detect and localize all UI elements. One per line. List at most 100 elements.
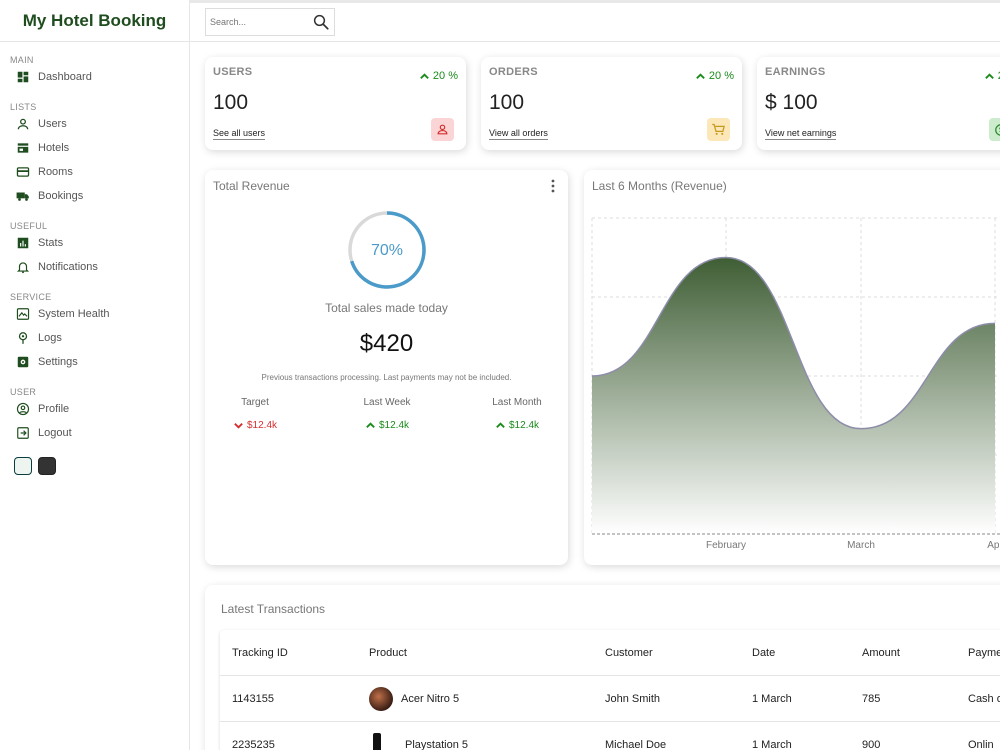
payment-cell: Onlin [968, 738, 994, 750]
transactions-table: Tracking ID Product Customer Date Amount… [220, 630, 1000, 750]
summary-last-week: Last Week $12.4k [337, 397, 437, 431]
sidebar-item-users[interactable]: Users [0, 112, 189, 136]
search-icon[interactable] [312, 13, 330, 31]
column-header[interactable]: Payme [968, 646, 1000, 659]
summary-value: $12.4k [205, 420, 305, 431]
sidebar-item-label: Dashboard [38, 71, 92, 83]
widget-percentage: 20 [984, 70, 1000, 82]
light-theme-option[interactable] [14, 457, 32, 475]
summary-last-month: Last Month $12.4k [467, 397, 567, 431]
sidebar-nav: MAIN Dashboard LISTS Users Hotels Rooms Bookin… [0, 55, 189, 445]
sidebar-item-profile[interactable]: Profile [0, 397, 189, 421]
percentage-value: 20 % [708, 70, 734, 82]
summary-value: $12.4k [337, 420, 437, 431]
sidebar-item-label: System Health [38, 308, 110, 320]
earnings-widget: EARNINGS 20 $ 100 View net earnings [757, 57, 1000, 150]
card-title: Total Revenue [213, 179, 290, 193]
customer-cell: Michael Doe [605, 738, 667, 750]
settings-icon [16, 355, 30, 369]
column-header[interactable]: Amount [862, 646, 900, 659]
search-input[interactable] [210, 17, 305, 27]
summary-label: Target [241, 397, 269, 408]
sidebar-section-title: LISTS [10, 102, 37, 112]
sidebar-item-system-health[interactable]: System Health [0, 302, 189, 326]
sidebar-item-logout[interactable]: Logout [0, 421, 189, 445]
theme-switcher [14, 457, 189, 475]
store-icon [16, 141, 30, 155]
dark-theme-option[interactable] [38, 457, 56, 475]
sidebar-item-label: Settings [38, 356, 78, 368]
table-row[interactable]: 2235235 Playstation 5 Michael Doe 1 Marc… [220, 722, 1000, 750]
arrow-down-icon [234, 423, 243, 429]
customer-cell: John Smith [605, 692, 661, 705]
chart-title: Last 6 Months (Revenue) [592, 179, 727, 193]
sidebar-item-label: Users [38, 118, 67, 130]
sidebar-item-hotels[interactable]: Hotels [0, 136, 189, 160]
sidebar-item-rooms[interactable]: Rooms [0, 160, 189, 184]
sidebar-item-dashboard[interactable]: Dashboard [0, 65, 189, 89]
credit-card-icon [16, 165, 30, 179]
sidebar-item-logs[interactable]: Logs [0, 326, 189, 350]
person-icon [16, 117, 30, 131]
column-header[interactable]: Product [369, 646, 407, 659]
table-title: Latest Transactions [221, 602, 326, 616]
summary-value: $12.4k [467, 420, 567, 431]
table-header-row: Tracking ID Product Customer Date Amount… [220, 630, 1000, 676]
tracking-id-cell: 1143155 [232, 692, 275, 705]
summary-amount: $12.4k [378, 420, 410, 431]
revenue-chart-card: February March Apr Last 6 Months (Revenue) [584, 170, 1000, 565]
date-cell: 1 March [752, 692, 792, 705]
percentage-value: 20 % [432, 70, 458, 82]
widget-value: 100 [489, 91, 525, 114]
summary-label: Last Month [492, 397, 542, 408]
column-header[interactable]: Tracking ID [232, 646, 288, 659]
profile-icon [16, 402, 30, 416]
arrow-up-icon [366, 422, 375, 428]
view-net-earnings-link[interactable]: View net earnings [765, 128, 837, 140]
table-row[interactable]: 1143155 Acer Nitro 5 John Smith 1 March … [220, 676, 1000, 722]
payment-cell: Cash o [968, 692, 1000, 705]
arrow-up-icon [984, 72, 994, 79]
sidebar-section-title: USER [10, 387, 37, 397]
arrow-up-icon [696, 72, 705, 79]
stats-icon [16, 236, 30, 250]
progress-ring: 70% [348, 211, 426, 289]
sidebar-item-bookings[interactable]: Bookings [0, 184, 189, 208]
product-name: Playstation 5 [405, 738, 468, 750]
featured-subtitle: Total sales made today [325, 301, 448, 315]
revenue-area-chart: February March Apr [591, 217, 1000, 551]
widget-value: $ 100 [765, 91, 818, 114]
view-all-orders-link[interactable]: View all orders [489, 128, 548, 140]
arrow-up-icon [496, 422, 505, 428]
arrow-up-icon [420, 72, 429, 79]
sidebar: My Hotel Booking MAIN Dashboard LISTS Users… [0, 0, 190, 750]
sidebar-item-label: Hotels [38, 142, 70, 154]
featured-note: Previous transactions processing. Last p… [261, 373, 512, 382]
widget-percentage: 20 % [695, 70, 734, 82]
product-image [369, 686, 393, 711]
product-image [373, 732, 381, 750]
app-logo[interactable]: My Hotel Booking [0, 0, 189, 42]
progress-arc [348, 211, 426, 289]
widget-percentage: 20 % [419, 70, 458, 82]
latest-transactions-card: Latest Transactions Tracking ID Product … [205, 585, 1000, 750]
sidebar-item-notifications[interactable]: Notifications [0, 255, 189, 279]
logs-icon [16, 331, 30, 345]
product-name: Acer Nitro 5 [401, 692, 460, 705]
area-line [591, 256, 996, 430]
shopping-cart-icon [707, 118, 730, 141]
more-vert-icon[interactable] [550, 179, 556, 198]
column-header[interactable]: Date [752, 646, 776, 659]
summary-target: Target $12.4k [205, 397, 305, 431]
widget-value: 100 [213, 91, 249, 114]
sidebar-section-title: SERVICE [10, 292, 52, 302]
column-header[interactable]: Customer [605, 646, 653, 659]
sidebar-item-stats[interactable]: Stats [0, 231, 189, 255]
topbar [190, 0, 1000, 42]
see-all-users-link[interactable]: See all users [213, 128, 266, 140]
summary-amount: $12.4k [246, 420, 278, 431]
sidebar-item-settings[interactable]: Settings [0, 350, 189, 374]
featured-amount: $420 [359, 330, 414, 357]
widget-title: EARNINGS [765, 66, 826, 78]
